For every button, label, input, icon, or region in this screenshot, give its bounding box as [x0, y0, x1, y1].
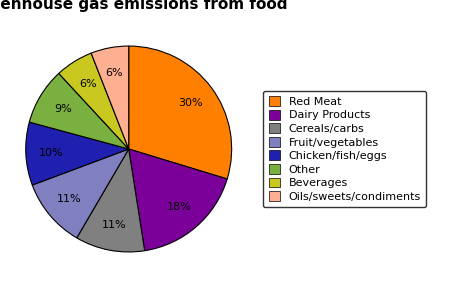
Text: 6%: 6%: [79, 79, 96, 89]
Text: 9%: 9%: [54, 104, 72, 114]
Wedge shape: [129, 149, 227, 251]
Text: 11%: 11%: [57, 194, 82, 204]
Title: Greenhouse gas emissions from food: Greenhouse gas emissions from food: [0, 0, 287, 12]
Wedge shape: [29, 73, 129, 149]
Text: 10%: 10%: [39, 148, 64, 158]
Text: 6%: 6%: [106, 68, 123, 78]
Wedge shape: [77, 149, 145, 252]
Wedge shape: [91, 46, 129, 149]
Legend: Red Meat, Dairy Products, Cereals/carbs, Fruit/vegetables, Chicken/fish/eggs, Ot: Red Meat, Dairy Products, Cereals/carbs,…: [263, 91, 426, 207]
Wedge shape: [26, 122, 129, 185]
Text: 11%: 11%: [102, 220, 127, 230]
Text: 30%: 30%: [178, 98, 203, 108]
Wedge shape: [32, 149, 129, 238]
Wedge shape: [129, 46, 232, 179]
Text: 18%: 18%: [167, 202, 192, 212]
Wedge shape: [59, 53, 129, 149]
